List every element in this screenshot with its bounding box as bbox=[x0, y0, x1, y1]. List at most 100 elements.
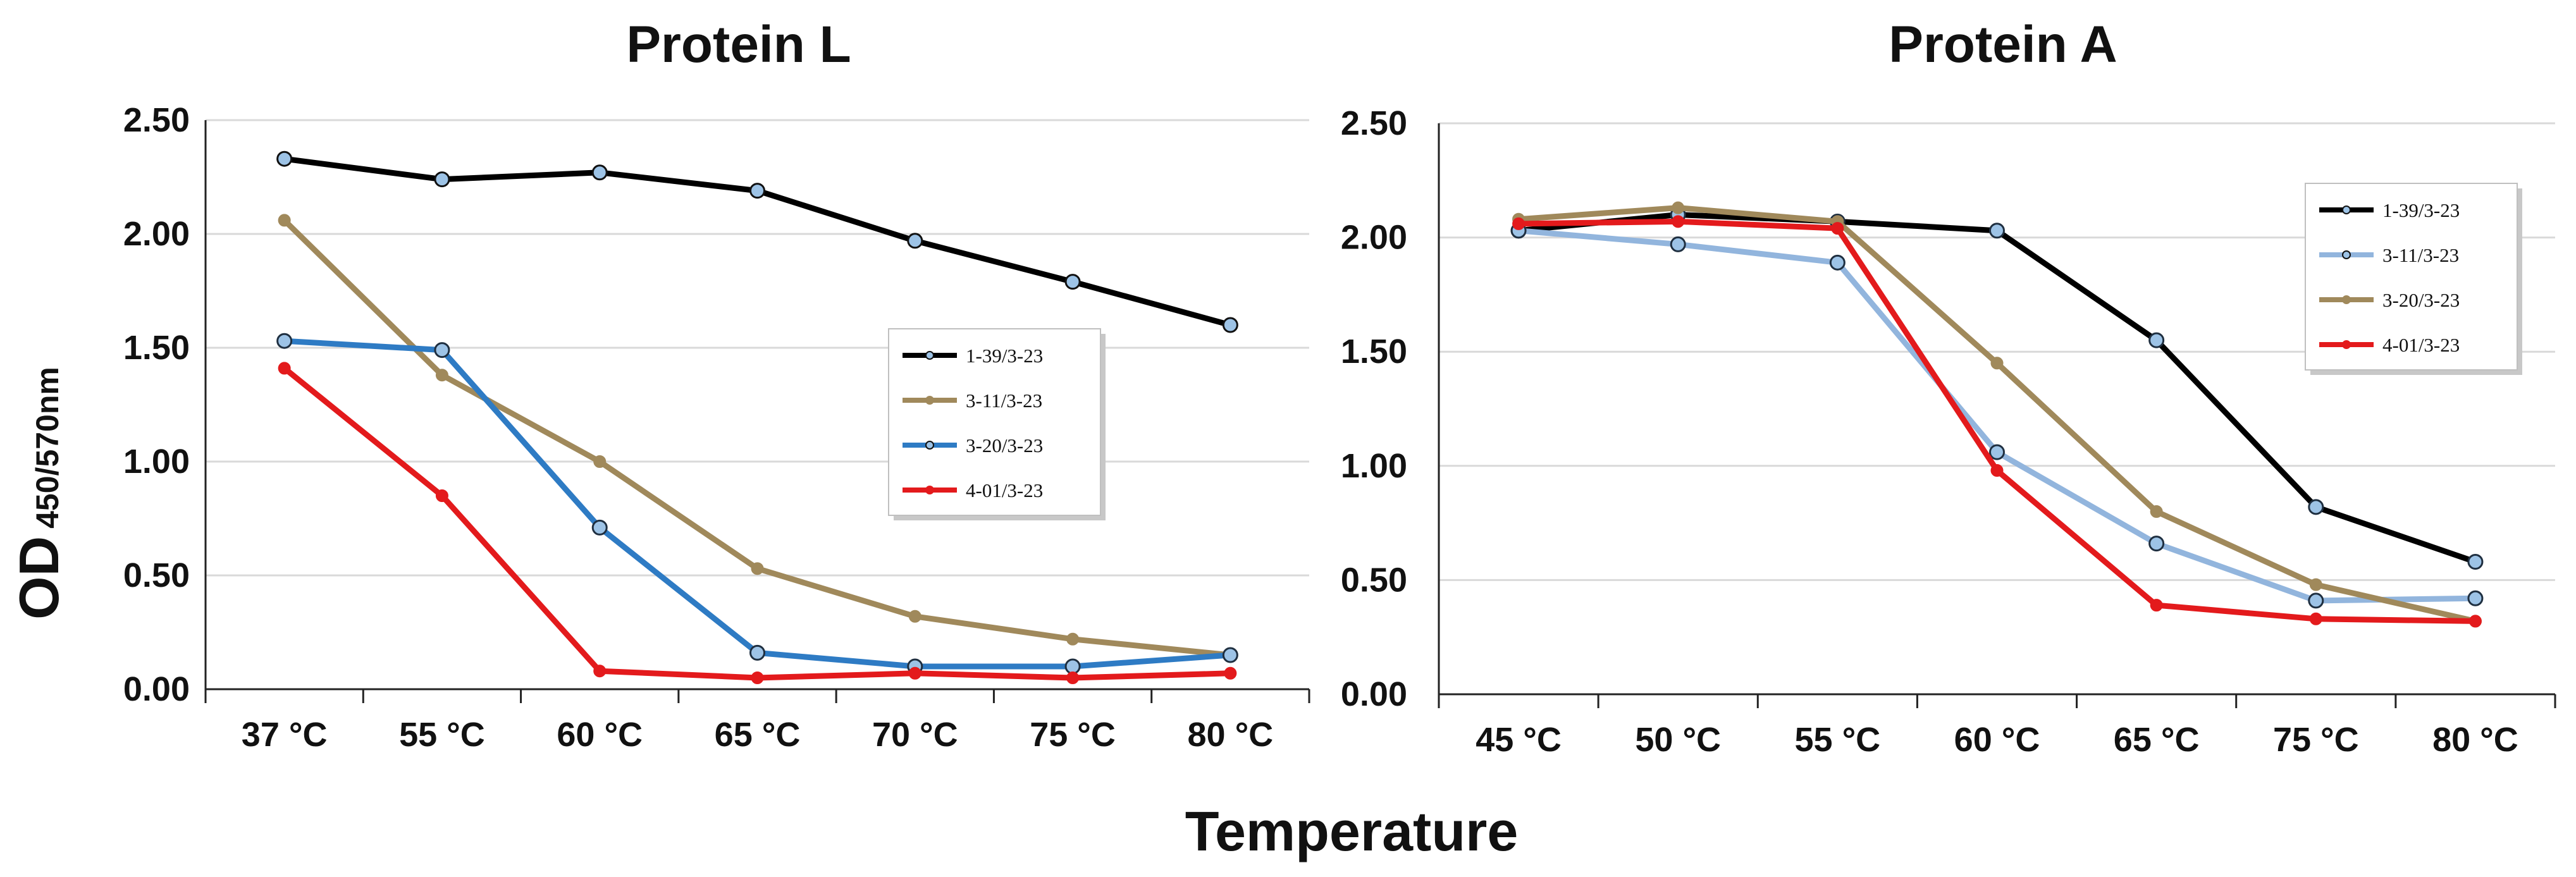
data-point bbox=[434, 171, 450, 188]
x-tick-label: 75 °C bbox=[2273, 721, 2359, 759]
data-point bbox=[2308, 499, 2324, 515]
legend-marker bbox=[925, 441, 934, 450]
legend-marker bbox=[2342, 250, 2351, 259]
legend-label: 3-11/3-23 bbox=[966, 389, 1042, 412]
x-tick-label: 65 °C bbox=[715, 716, 801, 754]
data-point bbox=[1989, 444, 2005, 460]
y-tick-label: 1.00 bbox=[1341, 447, 1407, 485]
data-point bbox=[1066, 632, 1080, 646]
data-point bbox=[751, 672, 764, 684]
legend-label: 3-20/3-23 bbox=[2382, 289, 2460, 311]
x-tick-label: 37 °C bbox=[242, 716, 328, 754]
data-point bbox=[435, 489, 448, 502]
data-point bbox=[1829, 254, 1846, 271]
data-point bbox=[278, 214, 291, 227]
x-tick-label: 60 °C bbox=[557, 716, 643, 754]
data-point bbox=[1512, 217, 1525, 230]
data-point bbox=[1989, 223, 2005, 239]
data-point bbox=[1672, 215, 1685, 228]
legend-label: 1-39/3-23 bbox=[966, 345, 1043, 367]
x-tick-label: 60 °C bbox=[1954, 721, 2040, 759]
data-point bbox=[2150, 505, 2163, 518]
chart-title-protein-a: Protein A bbox=[1889, 16, 2117, 73]
data-point bbox=[751, 562, 764, 575]
y-tick-label: 0.00 bbox=[1341, 675, 1407, 713]
data-point bbox=[434, 342, 450, 359]
data-point bbox=[2148, 332, 2165, 348]
data-point bbox=[1066, 672, 1080, 684]
x-tick-label: 55 °C bbox=[1795, 721, 1881, 759]
y-tick-label: 1.50 bbox=[123, 329, 190, 367]
data-point bbox=[2467, 554, 2484, 570]
data-point bbox=[278, 362, 291, 375]
data-point bbox=[2309, 578, 2322, 591]
y-tick-label: 0.00 bbox=[123, 670, 190, 708]
x-tick-label: 70 °C bbox=[872, 716, 958, 754]
data-point bbox=[435, 369, 448, 382]
legend-label: 4-01/3-23 bbox=[966, 479, 1043, 501]
legend-marker bbox=[925, 351, 934, 360]
y-axis-label-subscript: 450/570nm bbox=[30, 367, 65, 529]
data-point bbox=[2467, 590, 2484, 606]
data-point bbox=[908, 666, 921, 680]
chart-panel-protein-l: 0.00 0.50 1.00 1.50 2.00 2.50 37 °C 55 °C 60 °C 6… bbox=[123, 101, 1310, 754]
data-point bbox=[593, 665, 607, 678]
legend-label: 1-39/3-23 bbox=[2382, 199, 2460, 221]
data-point bbox=[276, 150, 293, 167]
data-point bbox=[1990, 357, 2004, 370]
x-tick-label: 50 °C bbox=[1635, 721, 1721, 759]
data-point bbox=[1831, 222, 1844, 235]
legend-label: 3-11/3-23 bbox=[2382, 244, 2459, 266]
y-tick-label: 0.50 bbox=[1341, 561, 1407, 599]
data-point bbox=[749, 183, 765, 199]
x-axis-label: Temperature bbox=[1185, 800, 1519, 862]
legend-marker bbox=[2342, 205, 2351, 214]
data-point bbox=[2150, 599, 2163, 612]
legend-label: 4-01/3-23 bbox=[2382, 334, 2460, 356]
legend-box bbox=[2305, 183, 2518, 371]
x-tick-label: 75 °C bbox=[1030, 716, 1116, 754]
chart-panel-protein-a: 0.00 0.50 1.00 1.50 2.00 2.50 45 °C 50 °C 55 °C 6… bbox=[1341, 104, 2556, 759]
x-tick-label: 45 °C bbox=[1476, 721, 1562, 759]
data-point bbox=[907, 233, 923, 249]
data-point bbox=[2308, 592, 2324, 609]
chart-title-protein-l: Protein L bbox=[626, 16, 851, 73]
data-point bbox=[1990, 464, 2004, 477]
data-point bbox=[1670, 236, 1686, 252]
data-point bbox=[2148, 536, 2165, 552]
y-axis-label: OD 450/570nm bbox=[8, 367, 70, 620]
legend-marker bbox=[2342, 295, 2351, 304]
x-tick-label: 80 °C bbox=[1188, 716, 1274, 754]
y-tick-label: 0.50 bbox=[123, 556, 190, 594]
y-tick-label: 2.00 bbox=[1341, 219, 1407, 257]
data-point bbox=[908, 610, 921, 623]
data-point bbox=[1064, 274, 1081, 290]
data-point bbox=[593, 455, 607, 468]
legend-box bbox=[888, 328, 1101, 516]
data-point bbox=[2468, 615, 2482, 628]
data-point bbox=[1222, 647, 1238, 663]
data-point bbox=[591, 519, 608, 536]
x-tick-label: 65 °C bbox=[2114, 721, 2200, 759]
data-point bbox=[1224, 666, 1237, 680]
legend-marker bbox=[925, 486, 934, 494]
x-tick-label: 55 °C bbox=[399, 716, 485, 754]
data-point bbox=[591, 164, 608, 181]
data-point bbox=[276, 333, 293, 349]
data-point bbox=[1672, 201, 1685, 214]
data-point bbox=[1222, 317, 1238, 333]
y-axis-label-main: OD bbox=[8, 536, 70, 620]
data-point bbox=[749, 644, 765, 661]
y-tick-label: 1.00 bbox=[123, 443, 190, 481]
y-tick-label: 2.00 bbox=[123, 215, 190, 253]
legend-label: 3-20/3-23 bbox=[966, 434, 1043, 457]
legend-marker bbox=[2342, 340, 2351, 349]
y-tick-label: 2.50 bbox=[1341, 104, 1407, 142]
y-tick-label: 2.50 bbox=[123, 101, 190, 139]
data-point bbox=[2309, 612, 2322, 625]
data-point bbox=[1064, 658, 1081, 675]
x-tick-label: 80 °C bbox=[2432, 721, 2518, 759]
y-tick-label: 1.50 bbox=[1341, 333, 1407, 371]
legend-marker bbox=[925, 396, 934, 405]
